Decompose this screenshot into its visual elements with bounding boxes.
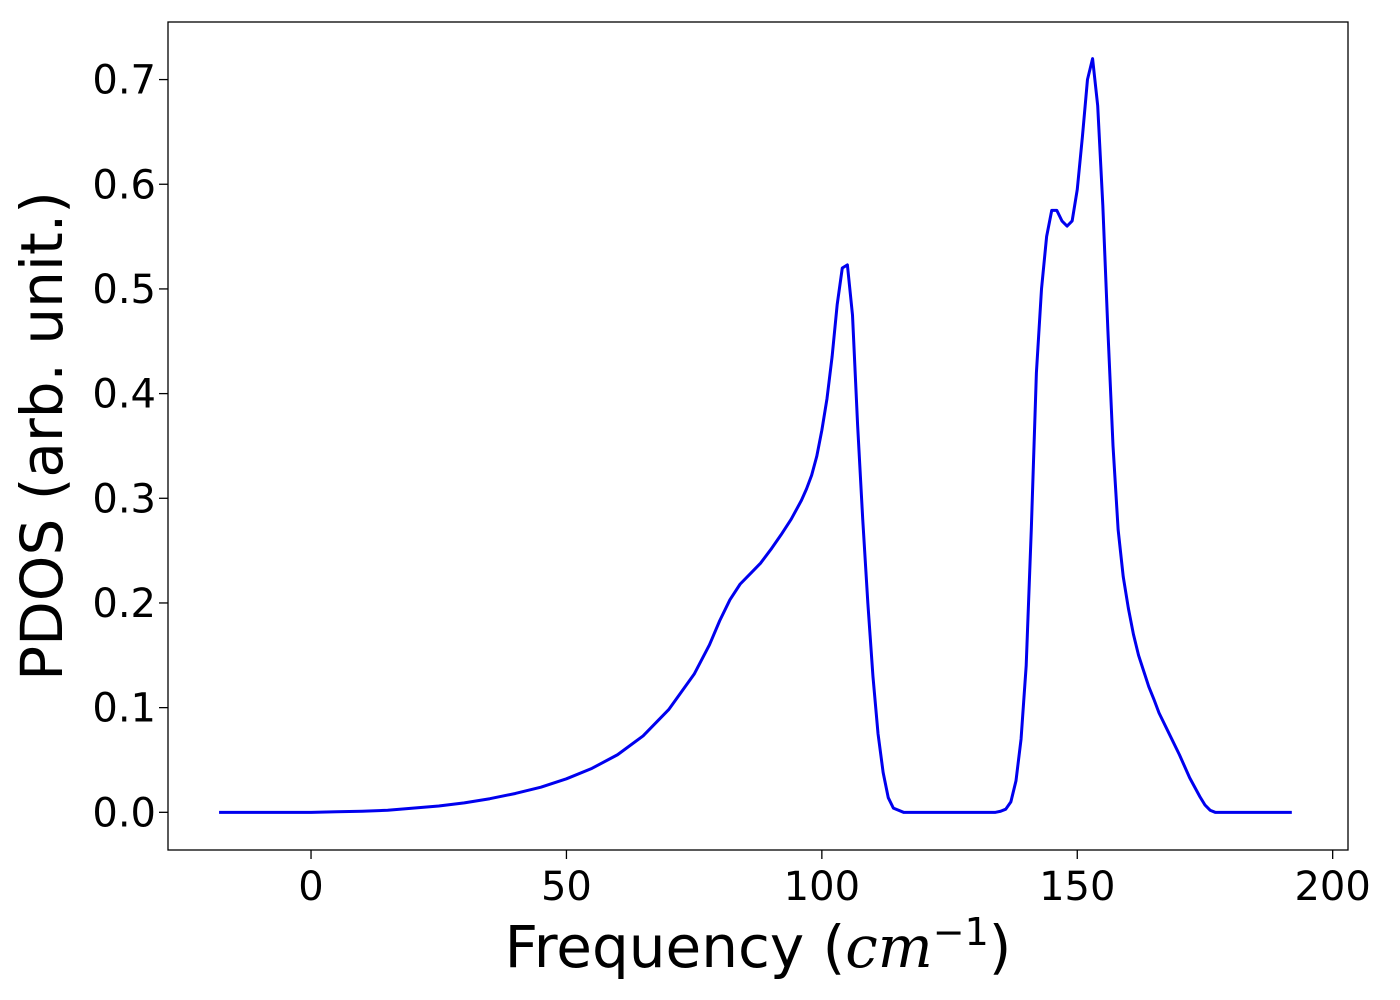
plot-area — [167, 21, 1349, 851]
y-axis-ticks: 0.0 0.1 0.2 0.3 0.4 0.5 0.6 0.7 — [92, 58, 168, 836]
x-axis-title: Frequency (cm−1) — [505, 910, 1012, 981]
y-tick-label: 0.5 — [92, 267, 156, 313]
x-axis-ticks: 0 50 100 150 200 — [298, 850, 1371, 910]
y-tick-label: 0.4 — [92, 372, 156, 418]
x-tick-label: 50 — [541, 864, 592, 910]
x-tick-label: 200 — [1294, 864, 1370, 910]
y-tick-label: 0.2 — [92, 581, 156, 627]
y-tick-label: 0.6 — [92, 162, 156, 208]
pdos-series-line — [219, 57, 1292, 814]
y-tick-label: 0.7 — [92, 58, 156, 104]
x-tick-label: 0 — [298, 864, 323, 910]
y-tick-label: 0.3 — [92, 476, 156, 522]
x-tick-label: 150 — [1039, 864, 1115, 910]
y-tick-label: 0.1 — [92, 686, 156, 732]
y-axis-title: PDOS (arb. unit.) — [8, 191, 76, 681]
x-tick-label: 100 — [784, 864, 860, 910]
y-tick-label: 0.0 — [92, 790, 156, 836]
